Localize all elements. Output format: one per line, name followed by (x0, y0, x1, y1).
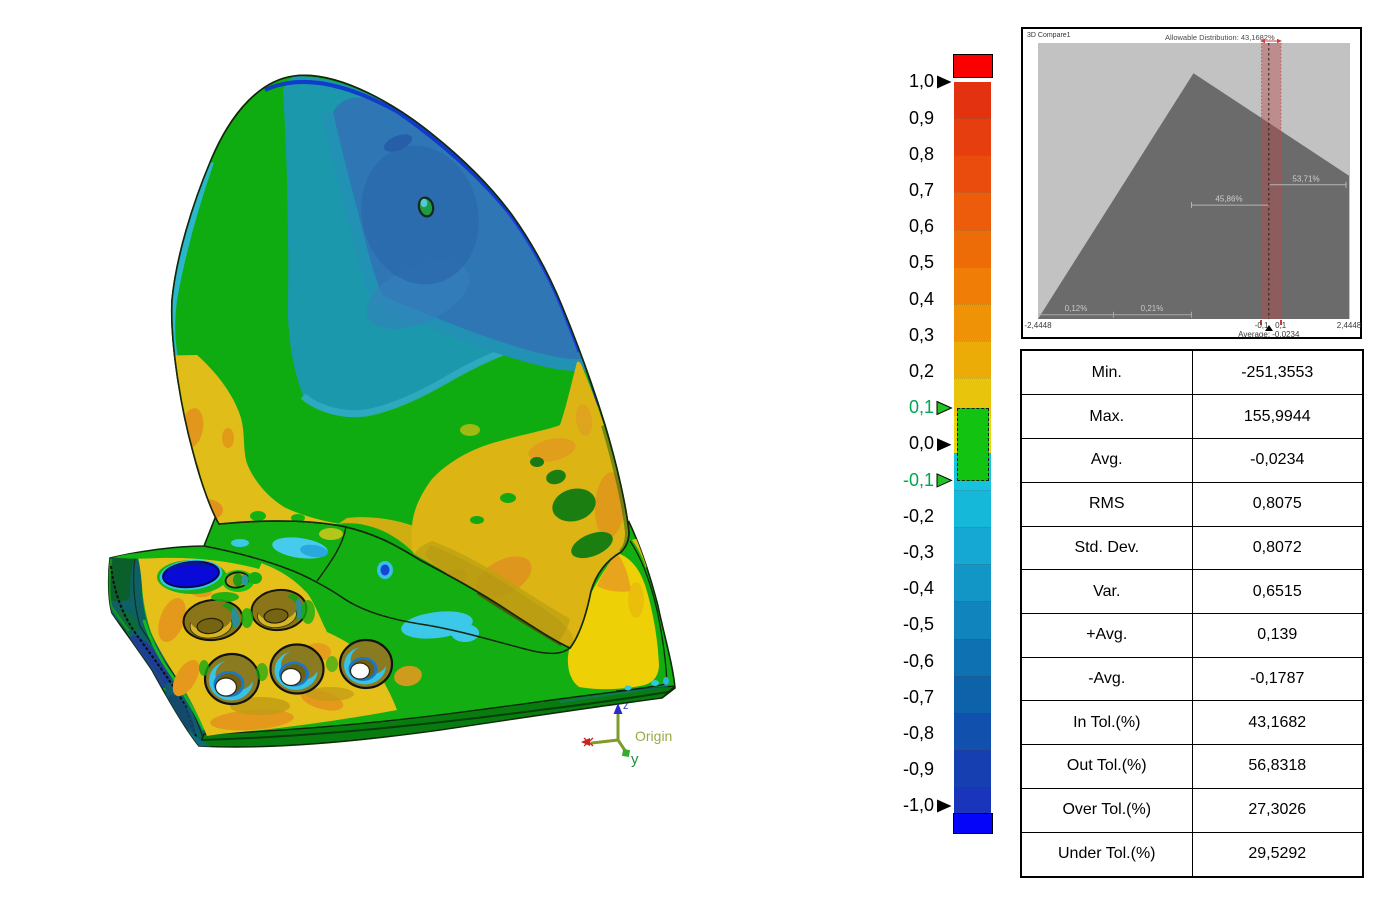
svg-text:0,21%: 0,21% (1141, 304, 1164, 313)
svg-text:0,12%: 0,12% (1065, 304, 1088, 313)
svg-text:y: y (631, 751, 639, 768)
svg-text:Origin: Origin (635, 728, 672, 744)
svg-text:53,71%: 53,71% (1292, 174, 1319, 183)
svg-text:45,86%: 45,86% (1215, 195, 1242, 204)
svg-text:z: z (623, 700, 629, 712)
